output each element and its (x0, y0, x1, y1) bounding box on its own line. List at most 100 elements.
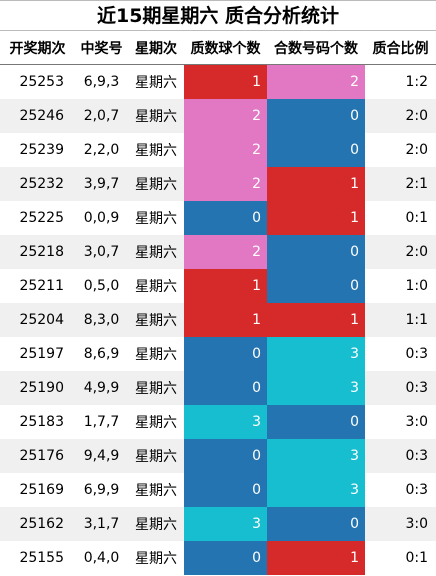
issue-cell: 25169 (19, 482, 64, 498)
header-prime-count: 质数球个数 (190, 40, 261, 57)
prime-count-cell: 2 (184, 99, 267, 133)
weekday-cell: 星期六 (135, 517, 177, 533)
table-row: 25183 1,7,7 星期六 3 0 3:0 (0, 405, 436, 439)
prime-count-cell: 0 (184, 541, 267, 575)
table-row: 25162 3,1,7 星期六 3 0 3:0 (0, 507, 436, 541)
prime-count-cell: 2 (184, 167, 267, 201)
prime-count-cell: 1 (184, 269, 267, 303)
ratio-cell: 0:3 (405, 346, 428, 362)
composite-count-cell: 1 (267, 541, 365, 575)
numbers-cell: 9,4,9 (83, 448, 120, 464)
weekday-cell: 星期六 (135, 313, 177, 329)
ratio-cell: 1:2 (405, 74, 428, 90)
ratio-cell: 2:0 (405, 142, 428, 158)
numbers-cell: 0,5,0 (83, 278, 120, 294)
composite-count-cell: 3 (267, 439, 365, 473)
ratio-cell: 2:0 (405, 244, 428, 260)
table-row: 25239 2,2,0 星期六 2 0 2:0 (0, 133, 436, 167)
weekday-cell: 星期六 (135, 211, 177, 227)
numbers-cell: 3,0,7 (83, 244, 120, 260)
weekday-cell: 星期六 (135, 381, 177, 397)
weekday-cell: 星期六 (135, 109, 177, 125)
ratio-cell: 0:1 (405, 210, 428, 226)
issue-cell: 25225 (19, 210, 64, 226)
composite-count-cell: 0 (267, 405, 365, 439)
header-numbers: 中奖号 (80, 40, 123, 57)
prime-count-cell: 0 (184, 439, 267, 473)
issue-cell: 25183 (19, 414, 64, 430)
composite-count-cell: 0 (267, 269, 365, 303)
issue-cell: 25239 (19, 142, 64, 158)
numbers-cell: 3,9,7 (83, 176, 120, 192)
ratio-cell: 0:3 (405, 448, 428, 464)
table-row: 25190 4,9,9 星期六 0 3 0:3 (0, 371, 436, 405)
ratio-cell: 0:1 (405, 550, 428, 566)
ratio-cell: 2:0 (405, 108, 428, 124)
weekday-cell: 星期六 (135, 143, 177, 159)
prime-count-cell: 3 (184, 507, 267, 541)
issue-cell: 25155 (19, 550, 64, 566)
ratio-cell: 1:1 (405, 312, 428, 328)
composite-count-cell: 0 (267, 507, 365, 541)
prime-count-cell: 1 (184, 303, 267, 337)
composite-count-cell: 1 (267, 167, 365, 201)
issue-cell: 25162 (19, 516, 64, 532)
table-body: 25253 6,9,3 星期六 1 2 1:2 25246 2,0,7 星期六 2 0 2:0 2523… (0, 65, 436, 575)
numbers-cell: 8,6,9 (83, 346, 120, 362)
composite-count-cell: 1 (267, 201, 365, 235)
issue-cell: 25253 (19, 74, 64, 90)
weekday-cell: 星期六 (135, 279, 177, 295)
numbers-cell: 1,7,7 (83, 414, 120, 430)
prime-count-cell: 0 (184, 337, 267, 371)
page-title: 近15期星期六 质合分析统计 (0, 0, 436, 31)
numbers-cell: 0,4,0 (83, 550, 120, 566)
composite-count-cell: 2 (267, 65, 365, 99)
table-row: 25204 8,3,0 星期六 1 1 1:1 (0, 303, 436, 337)
numbers-cell: 4,9,9 (83, 380, 120, 396)
composite-count-cell: 0 (267, 235, 365, 269)
issue-cell: 25190 (19, 380, 64, 396)
ratio-cell: 0:3 (405, 482, 428, 498)
ratio-cell: 3:0 (405, 516, 428, 532)
table-row: 25169 6,9,9 星期六 0 3 0:3 (0, 473, 436, 507)
table-row: 25253 6,9,3 星期六 1 2 1:2 (0, 65, 436, 99)
issue-cell: 25204 (19, 312, 64, 328)
numbers-cell: 0,0,9 (83, 210, 120, 226)
issue-cell: 25197 (19, 346, 64, 362)
ratio-cell: 0:3 (405, 380, 428, 396)
weekday-cell: 星期六 (135, 415, 177, 431)
ratio-cell: 1:0 (405, 278, 428, 294)
weekday-cell: 星期六 (135, 245, 177, 261)
table-row: 25211 0,5,0 星期六 1 0 1:0 (0, 269, 436, 303)
weekday-cell: 星期六 (135, 551, 177, 567)
header-ratio: 质合比例 (372, 40, 429, 57)
issue-cell: 25232 (19, 176, 64, 192)
table-row: 25246 2,0,7 星期六 2 0 2:0 (0, 99, 436, 133)
table-row: 25218 3,0,7 星期六 2 0 2:0 (0, 235, 436, 269)
header-composite-count: 合数号码个数 (274, 40, 358, 57)
table-header: 开奖期次 中奖号 星期次 质数球个数 合数号码个数 质合比例 (0, 31, 436, 65)
numbers-cell: 3,1,7 (83, 516, 120, 532)
prime-count-cell: 2 (184, 133, 267, 167)
numbers-cell: 6,9,9 (83, 482, 120, 498)
ratio-cell: 2:1 (405, 176, 428, 192)
prime-count-cell: 1 (184, 65, 267, 99)
weekday-cell: 星期六 (135, 75, 177, 91)
header-weekday: 星期次 (135, 40, 177, 57)
prime-count-cell: 2 (184, 235, 267, 269)
numbers-cell: 2,0,7 (83, 108, 120, 124)
prime-count-cell: 0 (184, 371, 267, 405)
prime-count-cell: 0 (184, 201, 267, 235)
prime-count-cell: 3 (184, 405, 267, 439)
numbers-cell: 2,2,0 (83, 142, 120, 158)
composite-count-cell: 3 (267, 371, 365, 405)
weekday-cell: 星期六 (135, 449, 177, 465)
weekday-cell: 星期六 (135, 177, 177, 193)
composite-count-cell: 3 (267, 337, 365, 371)
numbers-cell: 8,3,0 (83, 312, 120, 328)
ratio-cell: 3:0 (405, 414, 428, 430)
table-row: 25176 9,4,9 星期六 0 3 0:3 (0, 439, 436, 473)
table-row: 25155 0,4,0 星期六 0 1 0:1 (0, 541, 436, 575)
composite-count-cell: 0 (267, 133, 365, 167)
weekday-cell: 星期六 (135, 347, 177, 363)
